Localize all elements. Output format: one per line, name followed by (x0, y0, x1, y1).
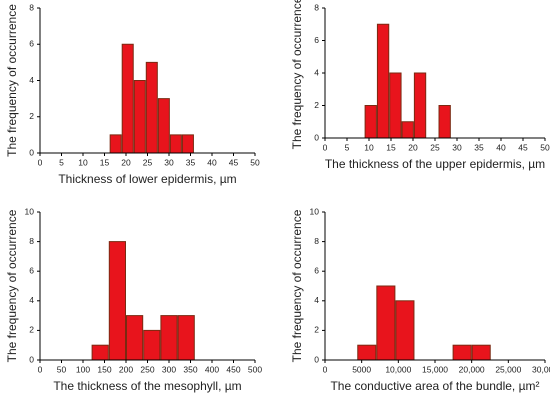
x-tick-label: 45 (518, 142, 528, 152)
bar (376, 285, 396, 361)
bar (452, 344, 472, 361)
y-tick-label: 2 (29, 325, 34, 335)
x-tick-label: 10,000 (385, 364, 411, 374)
y-tick-label: 0 (314, 354, 319, 364)
y-tick-label: 6 (29, 265, 34, 275)
bar (413, 72, 427, 139)
x-tick-label: 15,000 (422, 364, 448, 374)
x-axis-label: The conductive area of the bundle, µm² (330, 379, 539, 393)
y-tick-label: 2 (29, 111, 34, 121)
y-tick-label: 0 (29, 354, 34, 364)
bar (109, 134, 122, 154)
y-tick-label: 10 (310, 206, 320, 216)
x-tick-label: 45 (229, 157, 239, 167)
bar (177, 315, 195, 361)
bar (126, 315, 144, 361)
y-tick-label: 4 (314, 295, 319, 305)
x-tick-label: 450 (226, 364, 240, 374)
y-tick-label: 8 (314, 236, 319, 246)
bar (160, 315, 178, 361)
y-tick-label: 8 (29, 236, 34, 246)
x-tick-label: 0 (323, 142, 328, 152)
bar (133, 80, 146, 154)
y-axis-label: The frequency of occurrence (5, 209, 19, 362)
bar (143, 329, 161, 361)
y-axis-label: The frequency of occurrence (5, 4, 19, 157)
x-tick-label: 500 (248, 364, 262, 374)
x-axis-label: Thickness of lower epidermis, µm (58, 172, 236, 186)
x-tick-label: 5000 (352, 364, 371, 374)
y-tick-label: 2 (314, 325, 319, 335)
x-tick-label: 300 (162, 364, 176, 374)
y-tick-label: 4 (314, 67, 319, 77)
x-tick-label: 40 (207, 157, 217, 167)
y-tick-label: 4 (29, 75, 34, 85)
x-tick-label: 35 (474, 142, 484, 152)
x-tick-label: 30,000 (532, 364, 550, 374)
bar (376, 23, 390, 139)
bar (401, 121, 414, 139)
x-tick-label: 20,000 (459, 364, 485, 374)
x-tick-label: 15 (386, 142, 396, 152)
y-tick-label: 8 (314, 2, 319, 12)
x-tick-label: 0 (38, 157, 43, 167)
bar (357, 344, 377, 361)
y-tick-label: 0 (314, 132, 319, 142)
x-axis-label: The thickness of the mesophyll, µm (53, 379, 241, 393)
x-tick-label: 20 (121, 157, 131, 167)
y-tick-label: 10 (25, 206, 35, 216)
x-tick-label: 50 (57, 364, 67, 374)
bar (438, 105, 451, 139)
bar (121, 43, 134, 154)
x-tick-label: 10 (364, 142, 374, 152)
x-tick-label: 0 (323, 364, 328, 374)
x-tick-label: 15 (100, 157, 110, 167)
x-tick-label: 100 (76, 364, 90, 374)
x-tick-label: 250 (140, 364, 154, 374)
x-tick-label: 5 (345, 142, 350, 152)
x-tick-label: 5 (59, 157, 64, 167)
x-tick-label: 150 (97, 364, 111, 374)
y-tick-label: 6 (29, 39, 34, 49)
x-tick-label: 50 (250, 157, 260, 167)
y-tick-label: 8 (29, 2, 34, 12)
x-tick-label: 350 (183, 364, 197, 374)
x-tick-label: 25 (430, 142, 440, 152)
x-tick-label: 35 (186, 157, 196, 167)
x-tick-label: 400 (205, 364, 219, 374)
y-axis-label: The frequency of occurrence (290, 0, 304, 149)
x-tick-label: 25,000 (495, 364, 521, 374)
bar (471, 344, 491, 361)
y-tick-label: 2 (314, 100, 319, 110)
x-tick-label: 10 (78, 157, 88, 167)
x-tick-label: 30 (452, 142, 462, 152)
x-tick-label: 0 (38, 364, 43, 374)
x-axis-label: The thickness of the upper epidermis, µm (325, 157, 545, 171)
x-tick-label: 30 (164, 157, 174, 167)
bar (157, 98, 170, 154)
x-tick-label: 200 (119, 364, 133, 374)
y-tick-label: 0 (29, 147, 34, 157)
bar (395, 300, 415, 361)
x-tick-label: 20 (408, 142, 418, 152)
bar (364, 105, 377, 139)
bar (169, 134, 182, 154)
x-tick-label: 40 (496, 142, 506, 152)
y-tick-label: 6 (314, 35, 319, 45)
x-tick-label: 50 (540, 142, 550, 152)
y-tick-label: 6 (314, 265, 319, 275)
bar (145, 61, 158, 154)
x-tick-label: 25 (143, 157, 153, 167)
bar (91, 344, 109, 361)
y-tick-label: 4 (29, 295, 34, 305)
bar (108, 241, 127, 361)
y-axis-label: The frequency of occurrence (290, 209, 304, 362)
bar (389, 72, 402, 139)
bar (181, 134, 194, 154)
